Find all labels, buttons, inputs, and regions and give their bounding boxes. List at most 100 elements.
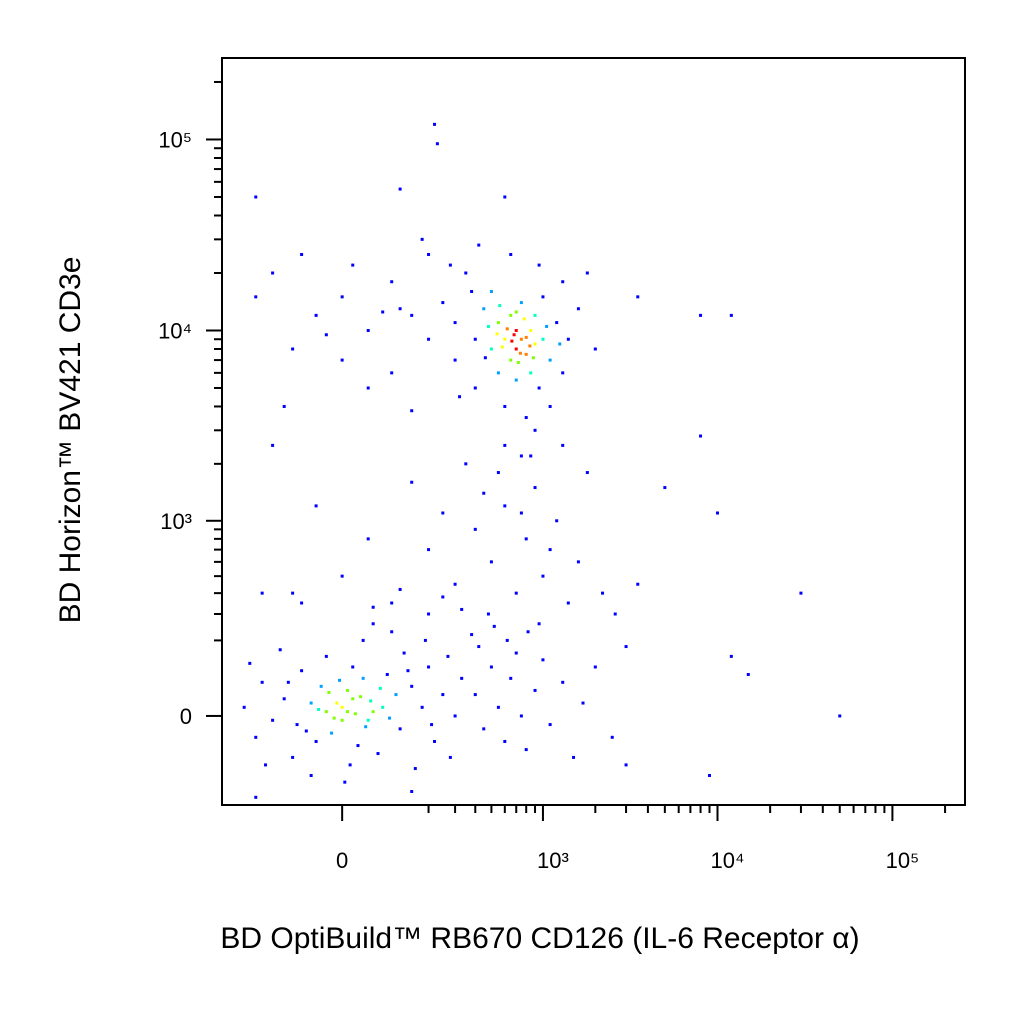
data-point — [314, 739, 318, 743]
data-point — [248, 661, 252, 665]
data-point — [335, 701, 339, 705]
data-point — [402, 651, 406, 655]
x-tick-label: 10⁴ — [711, 848, 745, 873]
data-point — [423, 638, 427, 642]
data-point — [295, 723, 299, 727]
data-point — [473, 337, 477, 341]
data-point — [593, 347, 597, 351]
data-point — [366, 328, 370, 332]
data-point — [286, 680, 290, 684]
data-point — [503, 404, 507, 408]
data-point — [496, 705, 500, 709]
data-point — [427, 612, 431, 616]
data-point — [561, 371, 565, 375]
data-point — [340, 295, 344, 299]
data-point — [509, 252, 513, 256]
data-point — [514, 310, 518, 314]
data-point — [707, 774, 711, 778]
data-point — [470, 633, 474, 637]
data-point — [729, 313, 733, 317]
data-point — [390, 630, 394, 634]
data-point — [260, 591, 264, 595]
data-point — [593, 665, 597, 669]
data-point — [433, 122, 437, 126]
data-point — [483, 356, 487, 360]
data-point — [390, 601, 394, 605]
data-point — [340, 705, 344, 709]
data-point — [464, 462, 468, 466]
data-point — [503, 443, 507, 447]
data-point — [340, 574, 344, 578]
data-point — [492, 624, 496, 628]
data-point — [460, 607, 464, 611]
y-tick-label: 10⁵ — [158, 127, 192, 152]
data-point — [514, 328, 518, 332]
data-point — [427, 252, 431, 256]
data-point — [537, 263, 541, 267]
data-point — [533, 313, 537, 317]
data-point — [330, 731, 334, 735]
data-point — [555, 321, 559, 325]
data-point — [413, 767, 417, 771]
data-point — [746, 672, 750, 676]
data-point — [486, 324, 490, 328]
data-point — [309, 774, 313, 778]
data-point — [278, 648, 282, 652]
data-point — [371, 622, 375, 626]
data-point — [533, 486, 537, 490]
data-point — [430, 723, 434, 727]
data-point — [489, 290, 493, 294]
data-point — [548, 723, 552, 727]
data-point — [533, 342, 537, 346]
y-tick-label: 0 — [180, 704, 192, 729]
data-point — [398, 187, 402, 191]
data-point — [319, 684, 323, 688]
data-point — [410, 409, 414, 413]
data-point — [561, 680, 565, 684]
data-point — [441, 595, 445, 599]
data-point — [519, 301, 523, 305]
data-point — [394, 693, 398, 697]
data-point — [441, 511, 445, 515]
data-point — [327, 690, 331, 694]
data-point — [453, 714, 457, 718]
data-point — [503, 504, 507, 508]
data-point — [610, 735, 614, 739]
data-point — [291, 347, 295, 351]
data-point — [495, 332, 499, 336]
data-point — [541, 295, 545, 299]
data-point — [376, 752, 380, 756]
data-point — [529, 371, 533, 375]
data-point — [291, 755, 295, 759]
data-point — [522, 317, 526, 321]
data-point — [489, 665, 493, 669]
data-point — [524, 352, 528, 356]
data-point — [390, 371, 394, 375]
data-point — [410, 789, 414, 793]
data-point — [624, 763, 628, 767]
data-point — [448, 755, 452, 759]
data-point — [514, 347, 518, 351]
data-point — [729, 654, 733, 658]
data-point — [541, 574, 545, 578]
data-point — [343, 780, 347, 784]
data-point — [356, 744, 360, 748]
data-point — [566, 337, 570, 341]
data-point — [505, 638, 509, 642]
x-tick-label: 10³ — [537, 848, 569, 873]
data-point — [537, 622, 541, 626]
data-point — [529, 328, 533, 332]
data-point — [555, 519, 559, 523]
data-point — [242, 705, 246, 709]
x-tick-label: 10⁵ — [886, 848, 920, 873]
data-point — [300, 669, 304, 673]
data-point — [663, 486, 667, 490]
data-point — [519, 714, 523, 718]
data-point — [441, 693, 445, 697]
data-point — [348, 763, 352, 767]
data-point — [381, 705, 385, 709]
data-point — [361, 676, 365, 680]
data-point — [561, 443, 565, 447]
data-point — [260, 680, 264, 684]
